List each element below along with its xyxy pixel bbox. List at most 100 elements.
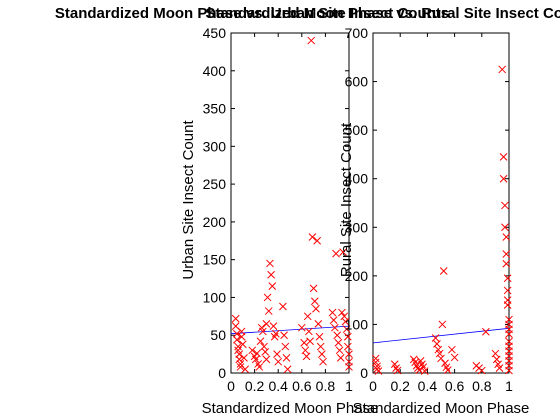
urban-x-axis-label: Standardized Moon Phase xyxy=(202,400,379,417)
rural-y-tick-label: 100 xyxy=(345,316,369,332)
urban-data-point xyxy=(235,355,244,364)
urban-data-point xyxy=(274,357,283,366)
urban-data-point xyxy=(310,297,319,306)
urban-data-point xyxy=(330,323,339,332)
rural-data-point xyxy=(505,366,513,375)
urban-x-tick-label: 1 xyxy=(345,378,353,394)
urban-y-tick-label: 50 xyxy=(210,327,226,343)
urban-data-point xyxy=(268,282,277,290)
rural-data-point xyxy=(371,354,380,363)
rural-data-point xyxy=(437,354,445,363)
urban-y-tick-label: 300 xyxy=(203,138,227,154)
urban-data-point xyxy=(241,365,250,374)
rural-data-point xyxy=(499,174,508,183)
urban-data-point xyxy=(282,354,291,362)
urban-trend-line xyxy=(230,325,350,335)
urban-data-point xyxy=(329,316,338,324)
urban-data-point xyxy=(308,233,317,241)
urban-data-point xyxy=(266,259,274,268)
rural-data-point xyxy=(498,65,507,74)
rural-x-tick-label: 1 xyxy=(505,378,513,394)
rural-data-point xyxy=(373,362,381,371)
urban-data-point xyxy=(271,329,280,338)
rural-data-point xyxy=(443,366,452,374)
rural-data-point xyxy=(393,366,402,375)
urban-data-point xyxy=(236,363,245,371)
urban-data-point xyxy=(283,365,292,374)
rural-data-point xyxy=(503,286,512,295)
urban-data-point xyxy=(332,249,340,258)
urban-y-tick-label: 400 xyxy=(203,63,227,79)
urban-x-tick-label: 0 xyxy=(227,378,235,394)
rural-data-point xyxy=(491,349,500,358)
urban-data-point xyxy=(343,332,352,341)
rural-data-point xyxy=(503,274,512,283)
rural-y-axis-label: Rural Site Insect Count xyxy=(338,122,355,277)
rural-data-point xyxy=(502,250,511,258)
urban-data-point xyxy=(341,317,350,326)
rural-plot-frame xyxy=(372,32,510,374)
urban-data-point xyxy=(314,320,323,328)
urban-data-point xyxy=(262,320,271,328)
urban-data-point xyxy=(305,327,313,336)
urban-plot-frame xyxy=(230,32,350,374)
urban-data-point xyxy=(253,349,261,358)
rural-x-axis-label: Standardized Moon Phase xyxy=(353,400,530,417)
rural-data-point xyxy=(501,223,509,232)
urban-x-tick-label: 0.6 xyxy=(292,378,312,394)
urban-data-point xyxy=(334,338,343,347)
urban-data-point xyxy=(261,347,270,356)
urban-y-tick-label: 0 xyxy=(218,365,226,381)
rural-y-tick-label: 300 xyxy=(345,219,369,235)
urban-data-point xyxy=(339,248,347,256)
urban-data-point xyxy=(269,322,278,331)
urban-y-tick-label: 150 xyxy=(203,252,227,268)
urban-data-point xyxy=(306,337,314,346)
urban-data-point xyxy=(309,284,318,293)
urban-data-point xyxy=(279,302,287,311)
urban-data-point xyxy=(256,337,265,346)
rural-x-tick-label: 0.4 xyxy=(418,378,438,394)
urban-data-point xyxy=(259,327,267,336)
urban-data-point xyxy=(316,342,325,351)
urban-data-point xyxy=(267,270,275,279)
urban-data-point xyxy=(264,307,273,315)
urban-data-point xyxy=(345,350,353,358)
rural-data-point xyxy=(502,259,511,268)
urban-data-point xyxy=(237,332,246,341)
rural-x-tick-label: 0.2 xyxy=(390,378,410,394)
rural-data-point xyxy=(502,233,511,241)
urban-data-point xyxy=(302,352,311,361)
urban-data-point xyxy=(342,325,351,334)
urban-data-point xyxy=(255,363,264,371)
urban-x-tick-label: 0.4 xyxy=(268,378,288,394)
rural-y-tick-label: 500 xyxy=(345,122,369,138)
rural-data-point xyxy=(433,340,441,348)
urban-data-point xyxy=(328,308,337,317)
urban-data-point xyxy=(233,335,241,344)
urban-data-point xyxy=(238,340,247,349)
urban-data-point xyxy=(319,357,327,366)
urban-data-point xyxy=(234,342,242,351)
urban-data-point xyxy=(280,331,288,340)
urban-data-point xyxy=(345,363,353,371)
urban-x-tick-label: 0.2 xyxy=(245,378,265,394)
rural-data-point xyxy=(477,366,486,375)
rural-data-point xyxy=(499,153,508,161)
rural-data-point xyxy=(505,330,513,338)
rural-data-point xyxy=(435,349,444,358)
urban-data-point xyxy=(315,332,324,341)
rural-data-point xyxy=(392,364,400,372)
urban-data-point xyxy=(300,338,309,347)
urban-data-point xyxy=(281,342,290,351)
rural-data-point xyxy=(439,267,448,275)
urban-data-point xyxy=(262,355,271,364)
rural-x-tick-label: 0.6 xyxy=(445,378,465,394)
rural-data-point xyxy=(482,327,490,336)
urban-data-point xyxy=(248,346,257,355)
urban-data-point xyxy=(297,323,306,332)
rural-data-point xyxy=(450,353,459,362)
